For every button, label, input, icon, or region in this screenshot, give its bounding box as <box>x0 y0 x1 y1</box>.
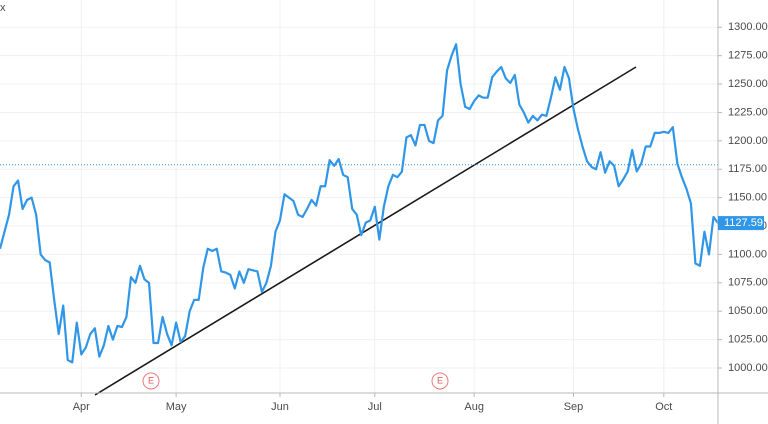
y-tick-label: 1300.00 <box>728 21 768 33</box>
earnings-label: E <box>437 375 443 385</box>
x-tick-label: Sep <box>564 401 584 413</box>
price-line <box>0 43 719 364</box>
x-tick-label: Jun <box>271 401 289 413</box>
y-tick-label: 1050.00 <box>728 305 768 317</box>
earnings-label: E <box>148 375 154 385</box>
last-price-box <box>718 216 764 231</box>
y-tick-label: 1100.00 <box>728 248 767 260</box>
x-tick-label: May <box>166 401 187 413</box>
y-tick-label: 1225.00 <box>728 106 768 118</box>
x-tick-label: Oct <box>655 401 672 413</box>
x-tick-label: Apr <box>73 401 90 413</box>
plot <box>0 43 719 364</box>
x-tick-label: Jul <box>368 401 382 413</box>
y-tick-label: 1275.00 <box>728 50 768 62</box>
corner-label: x <box>0 2 6 14</box>
grid <box>0 0 718 393</box>
trend-line <box>94 66 637 396</box>
y-tick-label: 1000.00 <box>728 362 768 374</box>
last-price-label: 1127.59 <box>724 217 763 229</box>
y-tick-label: 1150.00 <box>728 192 767 204</box>
x-tick-label: Aug <box>464 401 484 413</box>
y-tick-label: 1025.00 <box>728 334 768 346</box>
y-tick-label: 1175.00 <box>728 163 767 175</box>
y-tick-label: 1075.00 <box>728 277 768 289</box>
y-tick-label: 1200.00 <box>728 135 768 147</box>
earnings-marker <box>431 372 449 390</box>
y-tick-label: 1250.00 <box>728 78 768 90</box>
earnings-marker <box>142 372 160 390</box>
